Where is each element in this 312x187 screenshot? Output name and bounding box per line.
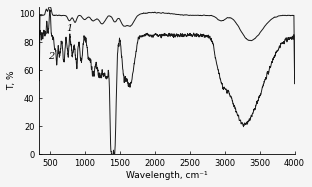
- X-axis label: Wavelength, cm⁻¹: Wavelength, cm⁻¹: [126, 171, 208, 180]
- Text: 1: 1: [66, 24, 72, 33]
- Y-axis label: T, %: T, %: [7, 71, 16, 91]
- Text: 2: 2: [48, 52, 55, 61]
